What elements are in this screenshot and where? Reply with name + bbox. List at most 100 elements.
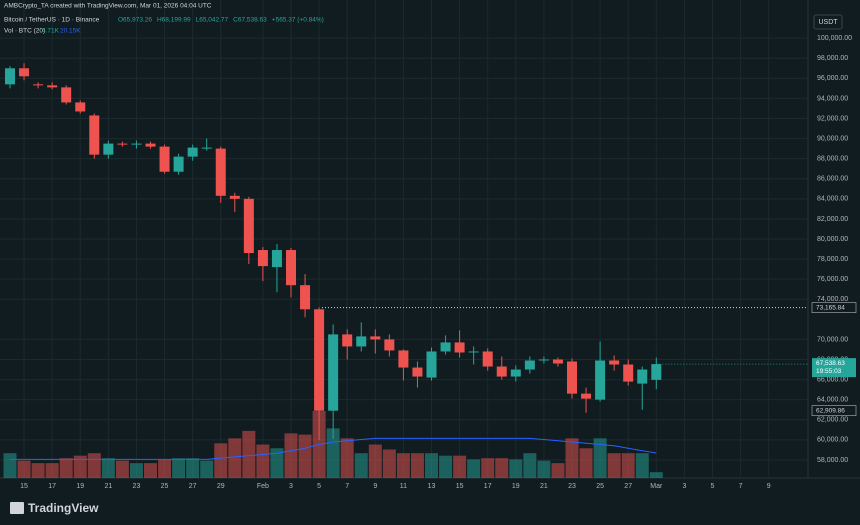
- x-tick-label: 7: [739, 483, 743, 490]
- x-tick-label: 25: [596, 483, 604, 490]
- candle-body: [637, 369, 648, 384]
- candle-body: [384, 339, 395, 351]
- y-tick-label: 98,000.00: [817, 55, 848, 62]
- y-tick-label: 88,000.00: [817, 156, 848, 163]
- x-tick-label: 21: [540, 483, 548, 490]
- volume-title: Vol · BTC (20): [4, 28, 45, 35]
- candle-body: [426, 351, 437, 378]
- volume-bar: [382, 449, 396, 478]
- y-tick-label: 80,000.00: [817, 236, 848, 243]
- y-tick-label: 78,000.00: [817, 256, 848, 263]
- y-tick-label: 70,000.00: [817, 336, 848, 343]
- candle-body: [47, 85, 58, 88]
- volume-bar: [228, 438, 242, 478]
- y-tick-label: 62,000.00: [817, 417, 848, 424]
- volume-bar: [270, 448, 284, 478]
- candle-body: [257, 250, 268, 267]
- volume-bar: [579, 448, 593, 478]
- candle-body: [300, 285, 311, 310]
- candle-body: [187, 147, 198, 157]
- x-tick-label: 11: [400, 483, 407, 490]
- x-tick-label: Feb: [257, 483, 269, 490]
- x-tick-label: 15: [20, 483, 28, 490]
- candle-body: [314, 309, 325, 411]
- ohlc-legend: L65,042.77: [196, 17, 229, 24]
- candle-body: [61, 87, 72, 103]
- x-tick-label: 19: [76, 483, 84, 490]
- candle-body: [412, 367, 423, 377]
- candle-body: [145, 143, 156, 147]
- candle-body: [510, 369, 521, 377]
- volume-bar: [101, 458, 115, 478]
- candle-body: [538, 359, 549, 361]
- last-price-tag: [812, 358, 856, 378]
- x-tick-label: 17: [484, 483, 492, 490]
- currency[interactable]: USDT: [818, 19, 838, 26]
- volume-legend: 4.71K: [42, 28, 60, 35]
- volume-bar: [495, 458, 509, 478]
- candle-body: [117, 143, 128, 145]
- y-tick-label: 58,000.00: [817, 457, 848, 464]
- volume-bar: [621, 453, 635, 478]
- candle-body: [229, 195, 240, 199]
- y-tick-label: 66,000.00: [817, 376, 848, 383]
- x-tick-label: 3: [682, 483, 686, 490]
- brand: TradingView: [28, 501, 99, 515]
- candle-body: [173, 156, 184, 172]
- y-tick-label: 96,000.00: [817, 75, 848, 82]
- candle-body: [454, 342, 465, 353]
- candle-body: [552, 359, 563, 364]
- volume-bar: [115, 460, 129, 478]
- volume-bar: [172, 458, 186, 478]
- volume-bar: [635, 453, 649, 478]
- volume-bar: [144, 463, 157, 478]
- x-tick-label: 25: [161, 483, 169, 490]
- candle-body: [567, 361, 577, 394]
- volume-bar: [481, 458, 495, 478]
- volume-bar: [368, 444, 382, 478]
- low-marker-label: 62,909.86: [816, 407, 845, 414]
- y-tick-label: 92,000.00: [817, 115, 848, 122]
- volume-bar: [31, 463, 45, 478]
- candle-body: [5, 68, 15, 85]
- ohlc-legend: H68,199.99: [157, 17, 191, 24]
- volume-bar: [284, 433, 298, 478]
- candle-body: [595, 360, 606, 400]
- countdown: 19:55:03: [816, 368, 842, 375]
- candle-body: [581, 393, 592, 399]
- volume-bar: [158, 459, 172, 478]
- candle-body: [286, 250, 296, 286]
- x-tick-label: 7: [345, 483, 349, 490]
- candle-body: [215, 148, 226, 196]
- x-tick-label: 23: [568, 483, 576, 490]
- x-tick-label: 13: [428, 483, 436, 490]
- ohlc-legend: C67,538.63: [233, 17, 267, 24]
- volume-bar: [242, 430, 256, 478]
- price-line-label: 73,165.84: [816, 304, 845, 311]
- volume-bar: [256, 444, 270, 478]
- x-tick-label: 5: [317, 483, 321, 490]
- volume-bar: [593, 438, 607, 478]
- x-tick-label: 21: [104, 483, 112, 490]
- candle-body: [342, 334, 353, 347]
- y-tick-label: 84,000.00: [817, 196, 848, 203]
- ohlc-legend: +565.37 (+0.84%): [272, 17, 324, 24]
- low-marker-tag: [811, 405, 857, 416]
- candle-body: [370, 336, 381, 340]
- chart-title: Bitcoin / TetherUS · 1D · Binance: [4, 17, 100, 24]
- volume-ma-legend: 20.15K: [60, 28, 81, 35]
- volume-bar: [396, 453, 410, 478]
- x-tick-label: 23: [133, 483, 141, 490]
- y-tick-label: 64,000.00: [817, 397, 848, 404]
- candle-body: [243, 198, 254, 254]
- volume-bar: [453, 455, 467, 478]
- currency-box[interactable]: [813, 14, 843, 30]
- volume-bar: [59, 458, 73, 478]
- x-tick-label: 9: [767, 483, 771, 490]
- volume-bar: [439, 455, 453, 478]
- candle-body: [159, 146, 170, 172]
- y-tick-label: 60,000.00: [817, 437, 848, 444]
- volume-bar: [509, 459, 523, 478]
- candle-body: [19, 68, 30, 77]
